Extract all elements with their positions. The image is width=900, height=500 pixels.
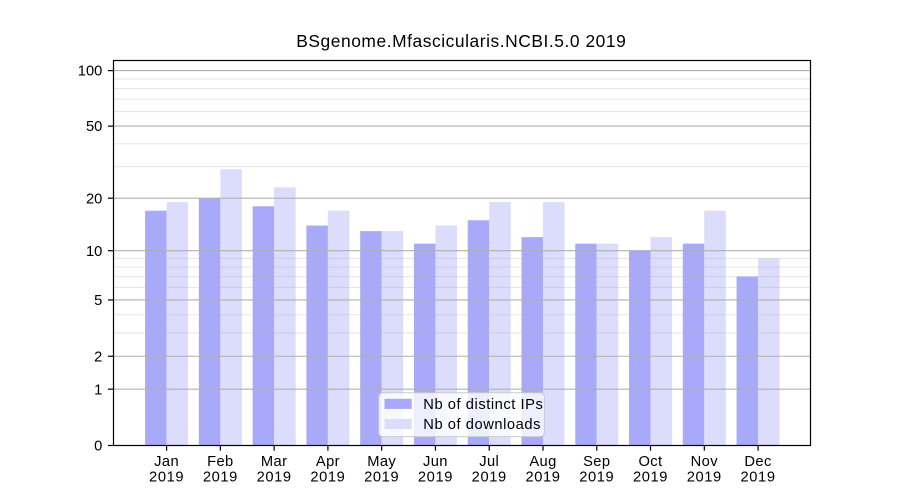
svg-text:2019: 2019 xyxy=(310,469,345,485)
svg-text:1: 1 xyxy=(94,382,102,398)
svg-text:Aug: Aug xyxy=(529,454,556,470)
svg-text:2019: 2019 xyxy=(418,469,453,485)
svg-text:Feb: Feb xyxy=(207,454,234,470)
svg-text:2019: 2019 xyxy=(579,469,614,485)
svg-text:0: 0 xyxy=(94,439,102,455)
svg-text:Apr: Apr xyxy=(316,454,340,470)
svg-text:Dec: Dec xyxy=(744,454,771,470)
svg-text:2019: 2019 xyxy=(741,469,776,485)
svg-text:2019: 2019 xyxy=(472,469,507,485)
svg-text:2019: 2019 xyxy=(364,469,399,485)
svg-text:2019: 2019 xyxy=(687,469,722,485)
svg-text:2019: 2019 xyxy=(633,469,668,485)
svg-text:5: 5 xyxy=(94,293,102,309)
svg-text:2019: 2019 xyxy=(525,469,560,485)
svg-text:BSgenome.Mfascicularis.NCBI.5.: BSgenome.Mfascicularis.NCBI.5.0 2019 xyxy=(296,31,626,51)
svg-text:2019: 2019 xyxy=(149,469,184,485)
svg-text:2019: 2019 xyxy=(257,469,292,485)
svg-text:Nov: Nov xyxy=(691,454,719,470)
svg-text:20: 20 xyxy=(86,191,102,207)
svg-text:2: 2 xyxy=(94,349,102,365)
svg-text:Jun: Jun xyxy=(423,454,448,470)
svg-text:Sep: Sep xyxy=(583,454,610,470)
svg-text:Jul: Jul xyxy=(479,454,499,470)
svg-text:May: May xyxy=(367,454,396,470)
svg-text:Jan: Jan xyxy=(154,454,179,470)
svg-text:2019: 2019 xyxy=(203,469,238,485)
svg-text:100: 100 xyxy=(78,64,103,80)
svg-text:Mar: Mar xyxy=(261,454,288,470)
svg-text:Nb of downloads: Nb of downloads xyxy=(423,417,541,433)
svg-text:50: 50 xyxy=(86,119,102,135)
svg-text:10: 10 xyxy=(86,244,102,260)
svg-text:Nb of distinct IPs: Nb of distinct IPs xyxy=(423,397,543,413)
svg-text:Oct: Oct xyxy=(638,454,662,470)
